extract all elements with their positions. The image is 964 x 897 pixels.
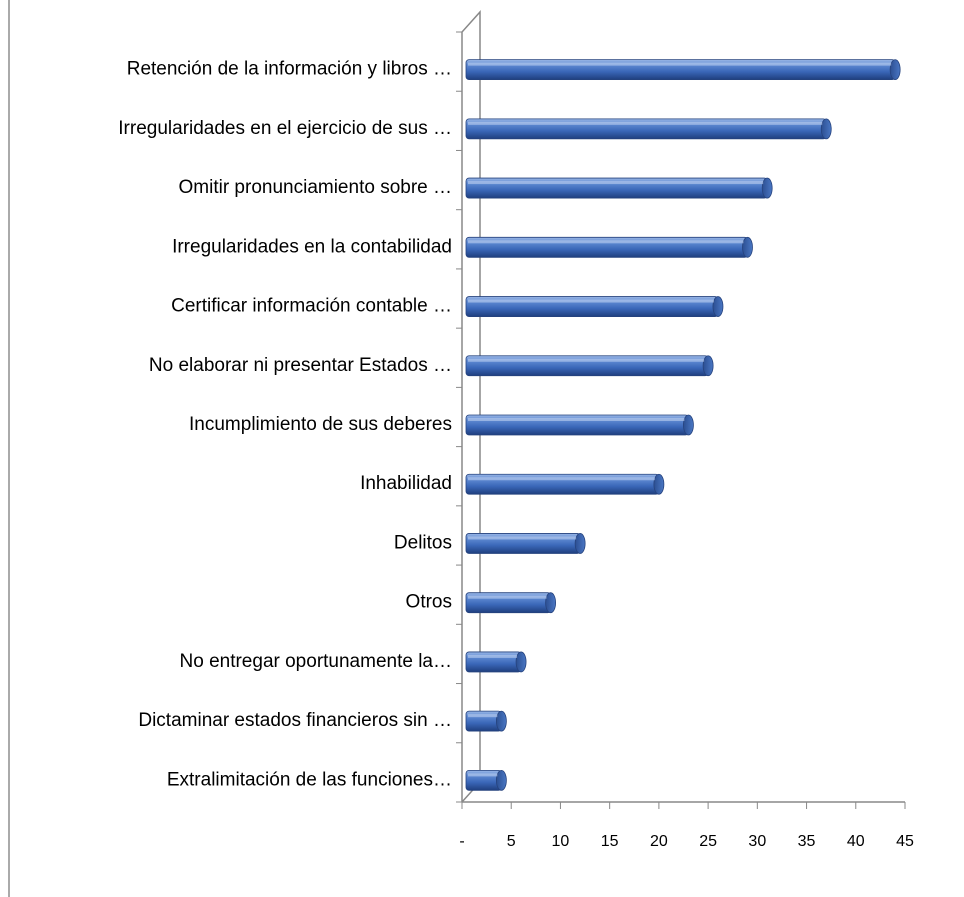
category-label: No entregar oportunamente la… bbox=[180, 651, 453, 672]
bar-highlight bbox=[468, 536, 577, 540]
category-label: Irregularidades en el ejercicio de sus … bbox=[118, 118, 452, 139]
bar-highlight bbox=[468, 654, 518, 658]
bar-highlight bbox=[468, 121, 823, 125]
bar-highlight bbox=[468, 240, 744, 244]
x-tick-labels: - 5 10 15 20 25 30 35 40 45 bbox=[459, 833, 914, 850]
bar-cap bbox=[574, 533, 586, 554]
bar-highlight bbox=[468, 358, 705, 362]
category-label: Omitir pronunciamiento sobre … bbox=[179, 177, 453, 198]
bar-highlight bbox=[468, 62, 892, 66]
category-label: Incumplimiento de sus deberes bbox=[189, 414, 452, 435]
bar-cap bbox=[889, 59, 901, 81]
bar-highlight bbox=[468, 477, 655, 481]
x-tick-label: 5 bbox=[507, 833, 516, 850]
bars bbox=[465, 59, 901, 791]
bar-highlight bbox=[468, 595, 547, 599]
x-tick-label: 25 bbox=[699, 833, 717, 850]
category-label: Extralimitación de las funciones… bbox=[167, 769, 452, 790]
bar-cap bbox=[702, 355, 714, 377]
bar-highlight bbox=[468, 299, 714, 303]
category-label: Inhabilidad bbox=[360, 473, 452, 494]
x-tick-label: 35 bbox=[798, 833, 816, 850]
category-label: Dictaminar estados financieros sin … bbox=[138, 710, 452, 731]
bar-cap bbox=[495, 769, 507, 791]
category-label: Otros bbox=[406, 592, 452, 613]
x-tick-label: - bbox=[459, 833, 464, 850]
category-labels: Retención de la información y libros … Ir… bbox=[118, 59, 452, 791]
bar-cap bbox=[712, 296, 724, 317]
x-tick-label: 15 bbox=[601, 833, 619, 850]
bar-cap bbox=[545, 592, 556, 614]
bar-cap bbox=[820, 118, 832, 140]
x-tick-label: 40 bbox=[847, 833, 865, 850]
bar-highlight bbox=[468, 181, 764, 185]
x-tick-label: 45 bbox=[896, 833, 914, 850]
bar-cap bbox=[761, 177, 773, 199]
bar-cap bbox=[495, 710, 507, 732]
bar-highlight bbox=[468, 773, 498, 777]
x-tick-label: 10 bbox=[552, 833, 570, 850]
bar-cap bbox=[683, 414, 694, 436]
category-label: Delitos bbox=[394, 532, 452, 553]
x-tick-label: 30 bbox=[748, 833, 766, 850]
category-label: Retención de la información y libros … bbox=[127, 59, 452, 80]
bar-cap bbox=[653, 473, 665, 495]
bar-cap bbox=[742, 236, 753, 258]
category-label: Irregularidades en la contabilidad bbox=[172, 236, 452, 257]
bar-highlight bbox=[468, 714, 498, 718]
category-label: Certificar información contable … bbox=[171, 296, 452, 317]
category-label: No elaborar ni presentar Estados … bbox=[149, 355, 452, 376]
x-tick-label: 20 bbox=[650, 833, 668, 850]
bar-cap bbox=[515, 651, 527, 673]
bar-highlight bbox=[468, 418, 685, 421]
